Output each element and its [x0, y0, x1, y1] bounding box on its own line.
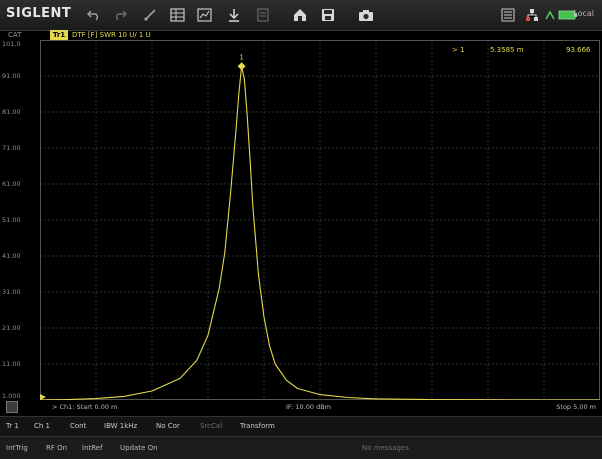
stop-label[interactable]: Stop 5.00 m [556, 403, 596, 411]
y-tick-label: 101.0 [2, 40, 21, 48]
status-trigger[interactable]: IntTrig [6, 444, 28, 452]
plot-area[interactable]: 1 [40, 40, 600, 400]
marker-tool-icon[interactable] [142, 7, 158, 23]
top-toolbar: SIGLENT Local [0, 0, 602, 31]
table-icon[interactable] [169, 7, 185, 23]
axis-info-bar: > Ch1: Start 0.00 m IF: 10.00 dBm Stop 5… [0, 400, 602, 414]
status-sweep-mode[interactable]: Cont [70, 422, 87, 430]
channel-label: CAT [8, 31, 22, 39]
status-update[interactable]: Update On [120, 444, 158, 452]
status-correction[interactable]: No Cor [156, 422, 180, 430]
status-trace[interactable]: Tr 1 [6, 422, 19, 430]
y-tick-label: 21.00 [2, 324, 21, 332]
measure-icon[interactable] [226, 7, 242, 23]
camera-icon[interactable] [358, 7, 374, 23]
list-icon[interactable] [255, 7, 271, 23]
status-local: Local [573, 9, 594, 18]
channel-selector-icon[interactable] [6, 401, 18, 413]
menu-icon[interactable] [500, 7, 516, 23]
undo-icon[interactable] [86, 7, 102, 23]
brand-logo: SIGLENT [6, 6, 72, 21]
plot-frame [40, 40, 600, 400]
y-tick-label: 71.00 [2, 144, 21, 152]
status-messages: No messages [362, 444, 409, 452]
network-icon [524, 7, 540, 23]
trace-badge[interactable]: Tr1 [50, 30, 68, 41]
y-tick-label: 51.00 [2, 216, 21, 224]
y-tick-label: 61.00 [2, 180, 21, 188]
status-ibw[interactable]: IBW 1kHz [104, 422, 138, 430]
y-tick-label: 31.00 [2, 288, 21, 296]
trace-chart[interactable]: 1 [40, 40, 600, 400]
battery-icon [558, 7, 578, 23]
status-rf[interactable]: RF On [46, 444, 68, 452]
y-axis-ticks: 101.0 91.00 81.00 71.00 61.00 51.00 41.00 31.00… [0, 40, 40, 400]
y-tick-label: 91.00 [2, 72, 21, 80]
power-label[interactable]: IF: 10.00 dBm [286, 403, 331, 411]
start-label[interactable]: > Ch1: Start 0.00 m [52, 403, 118, 411]
marker-readout-y: 93.666 [566, 46, 591, 54]
marker-readout-label: > 1 [452, 46, 465, 54]
reference-level-marker[interactable] [40, 394, 46, 400]
marker-1-diamond[interactable] [237, 62, 246, 71]
save-icon[interactable] [320, 7, 336, 23]
status-bar-channel: Tr 1 Ch 1 Cont IBW 1kHz No Cor SrcCal Tr… [0, 416, 602, 436]
trace-header: CAT Tr1 DTF [F] SWR 10 U/ 1 U [0, 30, 602, 42]
home-icon[interactable] [292, 7, 308, 23]
y-tick-label: 11.00 [2, 360, 21, 368]
status-channel[interactable]: Ch 1 [34, 422, 51, 430]
redo-icon[interactable] [112, 7, 128, 23]
status-bar-system: IntTrig RF On IntRef Update On No messag… [0, 436, 602, 459]
trace-line [40, 65, 600, 400]
chart-icon[interactable] [196, 7, 212, 23]
signal-icon [542, 7, 558, 23]
y-tick-label: 1.000 [2, 392, 21, 400]
y-tick-label: 81.00 [2, 108, 21, 116]
marker-readout-x: 5.3585 m [490, 46, 524, 54]
status-srccal[interactable]: SrcCal [200, 422, 223, 430]
status-transform[interactable]: Transform [240, 422, 275, 430]
trace-description[interactable]: DTF [F] SWR 10 U/ 1 U [72, 31, 151, 39]
status-reference[interactable]: IntRef [82, 444, 103, 452]
marker-1-label: 1 [239, 53, 243, 61]
y-tick-label: 41.00 [2, 252, 21, 260]
